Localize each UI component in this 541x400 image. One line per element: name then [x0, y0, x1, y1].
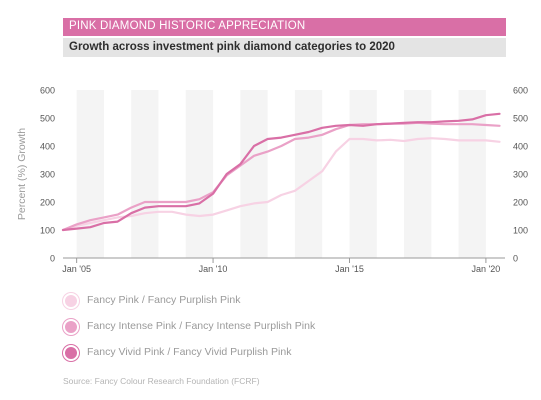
year-band [131, 90, 159, 258]
series-line-2 [61, 121, 501, 232]
year-band [76, 90, 104, 258]
y-tick-label-left: 200 [40, 198, 55, 208]
x-tick-label: Jan '20 [472, 264, 501, 274]
legend-label-fancy-vivid-pink: Fancy Vivid Pink / Fancy Vivid Purplish … [87, 346, 292, 358]
y-tick-label-left: 400 [40, 142, 55, 152]
x-tick-label: Jan '15 [335, 264, 364, 274]
y-tick-label-left: 600 [40, 86, 55, 96]
year-band [349, 90, 377, 258]
year-band [404, 90, 432, 258]
series-line-3 [61, 112, 501, 232]
legend-swatch-fancy-vivid-pink [63, 345, 79, 361]
y-tick-label-right: 200 [513, 198, 528, 208]
year-band [185, 90, 214, 258]
source-note: Source: Fancy Colour Research Foundation… [63, 376, 260, 386]
series-line-1 [61, 137, 501, 232]
legend-label-fancy-pink: Fancy Pink / Fancy Purplish Pink [87, 294, 241, 306]
y-tick-label-left: 0 [50, 254, 55, 264]
y-tick-label-right: 400 [513, 142, 528, 152]
chart-title: PINK DIAMOND HISTORIC APPRECIATION [69, 20, 306, 32]
year-band [458, 90, 486, 258]
legend-swatch-fancy-intense-pink [63, 319, 79, 335]
y-tick-label-left: 100 [40, 226, 55, 236]
y-tick-label-right: 100 [513, 226, 528, 236]
chart-subtitle: Growth across investment pink diamond ca… [69, 41, 395, 53]
y-axis-label: Percent (%) Growth [16, 128, 28, 220]
x-tick-label: Jan '05 [62, 264, 91, 274]
y-tick-label-right: 600 [513, 86, 528, 96]
y-tick-label-right: 0 [513, 254, 518, 264]
line-chart: 0 0 100 100 200 200 300 300 400 400 500 500 600 600 Pe… [16, 86, 528, 275]
x-tick-label: Jan '10 [199, 264, 228, 274]
chart-subtitle-bar: Growth across investment pink diamond ca… [63, 38, 506, 57]
legend-label-fancy-intense-pink: Fancy Intense Pink / Fancy Intense Purpl… [87, 320, 316, 332]
year-band [240, 90, 268, 258]
legend-swatch-fancy-pink [63, 293, 79, 309]
y-tick-label-right: 300 [513, 170, 528, 180]
chart-title-bar: PINK DIAMOND HISTORIC APPRECIATION [63, 18, 506, 36]
y-tick-label-left: 300 [40, 170, 55, 180]
y-tick-label-right: 500 [513, 114, 528, 124]
y-tick-label-left: 500 [40, 114, 55, 124]
